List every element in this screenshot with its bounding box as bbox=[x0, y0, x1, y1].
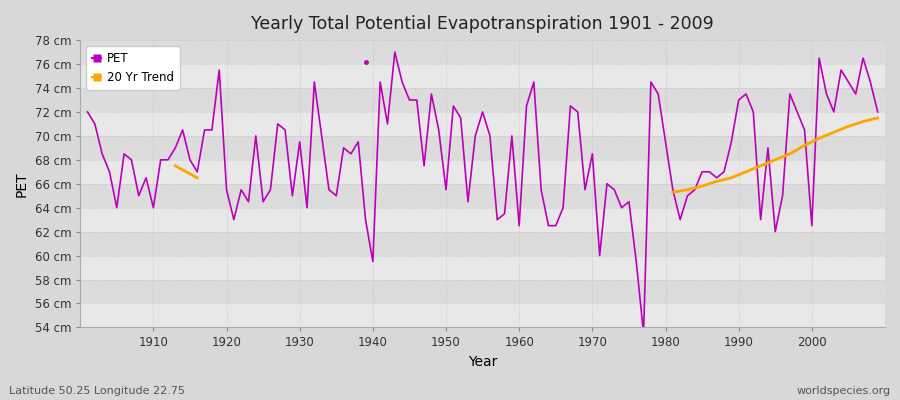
Bar bbox=[80, 256, 885, 280]
Bar bbox=[80, 304, 885, 328]
X-axis label: Year: Year bbox=[468, 355, 498, 369]
Y-axis label: PET: PET bbox=[15, 171, 29, 196]
Text: Latitude 50.25 Longitude 22.75: Latitude 50.25 Longitude 22.75 bbox=[9, 386, 185, 396]
Bar bbox=[80, 112, 885, 136]
Bar bbox=[80, 232, 885, 256]
Bar bbox=[80, 280, 885, 304]
Bar bbox=[80, 136, 885, 160]
Text: worldspecies.org: worldspecies.org bbox=[796, 386, 891, 396]
Bar bbox=[80, 184, 885, 208]
Bar bbox=[80, 208, 885, 232]
Bar bbox=[80, 88, 885, 112]
Bar bbox=[80, 160, 885, 184]
Bar bbox=[80, 40, 885, 64]
Legend: PET, 20 Yr Trend: PET, 20 Yr Trend bbox=[86, 46, 180, 90]
Title: Yearly Total Potential Evapotranspiration 1901 - 2009: Yearly Total Potential Evapotranspiratio… bbox=[251, 15, 714, 33]
Bar bbox=[80, 64, 885, 88]
